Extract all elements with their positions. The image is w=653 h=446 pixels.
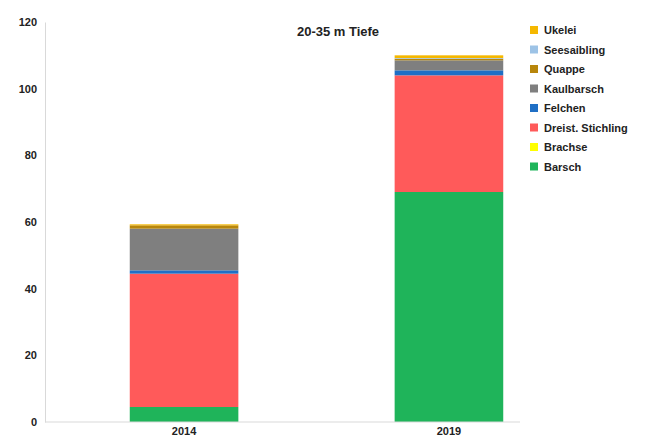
x-tick-label: 2019 <box>437 425 461 437</box>
bar-segment <box>395 75 504 192</box>
bars <box>130 55 503 422</box>
legend-label: Ukelei <box>544 24 576 36</box>
y-tick-label: 80 <box>25 149 37 161</box>
legend-label: Seesaibling <box>544 44 605 56</box>
bar-segment <box>130 224 239 225</box>
x-tick: 2014 <box>172 422 197 437</box>
legend-swatch <box>530 143 538 151</box>
y-tick: 120 <box>19 16 45 28</box>
legend-swatch <box>530 46 538 54</box>
title: 20-35 m Tiefe <box>297 24 379 39</box>
bar-segment <box>130 270 239 273</box>
legend-label: Kaulbarsch <box>544 83 604 95</box>
y-axis-line <box>45 23 46 423</box>
y-tick-label: 120 <box>19 16 37 28</box>
x-tick-label: 2014 <box>172 425 197 437</box>
legend-swatch <box>530 26 538 34</box>
y-tick: 60 <box>25 216 45 228</box>
x-axis-line <box>45 422 520 423</box>
y-tick: 20 <box>25 349 45 361</box>
bar-segment <box>395 70 504 75</box>
bar-segment <box>395 192 504 422</box>
legend-label: Felchen <box>544 102 586 114</box>
y-tick-label: 20 <box>25 349 37 361</box>
legend-label: Quappe <box>544 63 585 75</box>
legend-swatch <box>530 85 538 93</box>
bar-segment <box>395 59 504 61</box>
legend-swatch <box>530 65 538 73</box>
y-tick: 0 <box>31 416 45 428</box>
y-tick-label: 60 <box>25 216 37 228</box>
x-axis: 2014 2019 <box>45 422 520 437</box>
y-tick-label: 0 <box>31 416 37 428</box>
legend-label: Barsch <box>544 161 582 173</box>
y-tick: 40 <box>25 283 45 295</box>
x-tick: 2019 <box>437 422 461 437</box>
bar-segment <box>130 407 239 422</box>
bar-segment <box>130 274 239 407</box>
bar-segment <box>395 60 504 70</box>
bar-segment <box>130 229 239 271</box>
legend-swatch <box>530 124 538 132</box>
y-tick: 80 <box>25 149 45 161</box>
legend-swatch <box>530 104 538 112</box>
bar-segment <box>130 225 239 228</box>
legend: Ukelei Seesaibling Quappe Kaulbarsch Felchen… <box>530 24 628 173</box>
y-tick-label: 40 <box>25 283 37 295</box>
bar-segment <box>130 225 239 226</box>
legend-label: Brachse <box>544 141 587 153</box>
legend-label: Dreist. Stichling <box>544 122 628 134</box>
y-tick: 100 <box>19 83 45 95</box>
y-axis: 0 20 40 60 80 100 120 <box>19 16 46 428</box>
chart: 0 20 40 60 80 100 120 2014 2019 20-35 m Tiefe Ukel… <box>0 0 653 446</box>
bar-segment <box>395 55 504 58</box>
y-tick-label: 100 <box>19 83 37 95</box>
legend-swatch <box>530 163 538 171</box>
